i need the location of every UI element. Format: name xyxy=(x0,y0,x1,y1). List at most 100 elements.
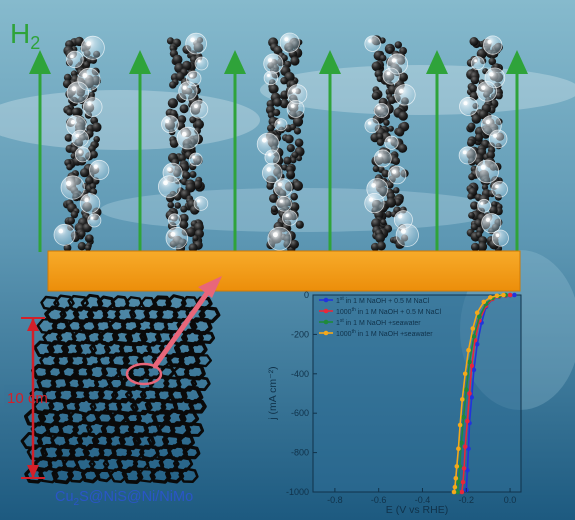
chart-data-point xyxy=(471,367,477,373)
chart-y-tick-label: -600 xyxy=(291,408,309,418)
chart-data-point xyxy=(467,391,472,396)
nanorod xyxy=(364,35,419,252)
gas-bubble xyxy=(158,175,181,198)
chart-data-point xyxy=(460,479,466,485)
gas-bubble xyxy=(80,35,105,60)
zoom-circle xyxy=(125,362,163,386)
gas-bubble xyxy=(491,181,508,198)
chart-data-point xyxy=(456,446,461,452)
gas-bubble xyxy=(256,132,280,156)
gas-bubble xyxy=(263,70,279,86)
gas-bubble xyxy=(384,135,399,150)
gas-bubble xyxy=(491,229,509,247)
h2-arrow xyxy=(319,50,341,252)
foam-cell xyxy=(69,443,90,461)
foam-cell xyxy=(139,444,160,461)
foam-cell xyxy=(24,467,45,484)
foam-cell xyxy=(111,386,133,404)
gas-bubble xyxy=(178,81,198,101)
foam-cell xyxy=(97,328,120,347)
h2-evolution-arrows xyxy=(29,50,528,252)
chart-legend-label: 1st in 1 M NaOH +seawater xyxy=(336,318,421,327)
gas-bubble xyxy=(66,81,89,104)
h2-arrow xyxy=(426,50,448,252)
gas-bubble xyxy=(161,115,179,134)
foam-cell xyxy=(197,330,216,344)
foam-cell xyxy=(167,444,188,461)
chart-data-point xyxy=(494,293,500,299)
chart-data-point xyxy=(466,347,471,353)
chart-data-point xyxy=(466,446,471,452)
gas-bubble xyxy=(263,53,284,74)
chart-data-point xyxy=(474,342,480,347)
chart-data-point xyxy=(507,292,513,298)
chart-data-point xyxy=(457,422,463,428)
chart-data-point xyxy=(454,464,460,469)
gas-bubble xyxy=(262,162,283,184)
scale-bar xyxy=(21,317,45,479)
foam-cell xyxy=(198,306,221,324)
foam-cell xyxy=(67,467,86,483)
chart-x-tick-label: -0.2 xyxy=(459,495,475,505)
chart-series xyxy=(451,292,506,495)
scale-label: 10 cm xyxy=(7,390,48,407)
foam-cell xyxy=(164,468,185,484)
foam-cell xyxy=(33,340,55,358)
chart-data-point xyxy=(459,489,465,495)
foam-cell xyxy=(72,421,93,438)
chart-data-point xyxy=(455,489,460,495)
nanorod xyxy=(158,32,209,253)
foam-cell xyxy=(96,469,113,483)
nanorod xyxy=(256,32,308,254)
chart-data-point xyxy=(465,418,470,424)
chart-legend-item: 1st in 1 M NaOH +seawater xyxy=(319,318,421,327)
zoom-pointer-line xyxy=(152,286,213,369)
chart-plot-area xyxy=(312,294,522,493)
chart-data-point xyxy=(451,489,457,495)
gas-bubble xyxy=(185,32,207,55)
foam-cell xyxy=(80,467,101,484)
gas-bubble xyxy=(373,103,389,119)
gas-bubble xyxy=(267,226,292,251)
foam-cell xyxy=(163,408,187,427)
foam-cell xyxy=(136,468,156,483)
chart-legend-item: 1000th in 1 M NaOH +seawater xyxy=(319,329,433,338)
zoom-indicator xyxy=(125,276,222,386)
gas-bubble xyxy=(364,118,380,134)
gas-bubble xyxy=(475,159,500,184)
gas-bubble xyxy=(193,196,209,211)
gas-bubble xyxy=(458,146,477,165)
gas-bubble xyxy=(189,152,203,167)
foam-cell xyxy=(121,466,144,484)
gas-bubble xyxy=(87,213,102,228)
gas-bubble xyxy=(488,129,508,149)
foam-cell xyxy=(76,432,100,451)
gas-bubble xyxy=(276,196,292,212)
foam-cell xyxy=(70,387,90,403)
chart-data-point xyxy=(452,484,458,490)
foam-cell xyxy=(185,422,205,437)
chart-x-tick-label: 0.0 xyxy=(504,495,517,505)
h2-label: H2 xyxy=(10,18,40,53)
chart-data-point xyxy=(456,479,461,485)
h2-arrow xyxy=(29,50,51,252)
foam-cell xyxy=(176,375,198,392)
foam-cell xyxy=(172,398,195,416)
foam-cell xyxy=(114,421,135,438)
foam-cell xyxy=(51,466,74,485)
chart-y-tick-label: 0 xyxy=(304,290,309,300)
foam-cell xyxy=(190,375,211,392)
foam-cell xyxy=(20,431,44,450)
h2-arrow xyxy=(129,50,151,252)
chart-data-point xyxy=(471,334,477,339)
foam-cell xyxy=(188,398,207,414)
gas-bubble xyxy=(364,35,381,52)
foam-cell xyxy=(36,318,58,335)
material-label: Cu2S@NiS@Ni/NiMo xyxy=(55,489,193,508)
foam-cell xyxy=(82,443,105,461)
h2-arrow xyxy=(506,50,528,252)
chart-data-point xyxy=(469,395,475,400)
chart-data-point xyxy=(474,310,480,316)
chart-legend: 1st in 1 M NaOH + 0.5 M NaCl 1000th in 1 … xyxy=(319,296,442,338)
gas-bubble xyxy=(279,32,300,53)
